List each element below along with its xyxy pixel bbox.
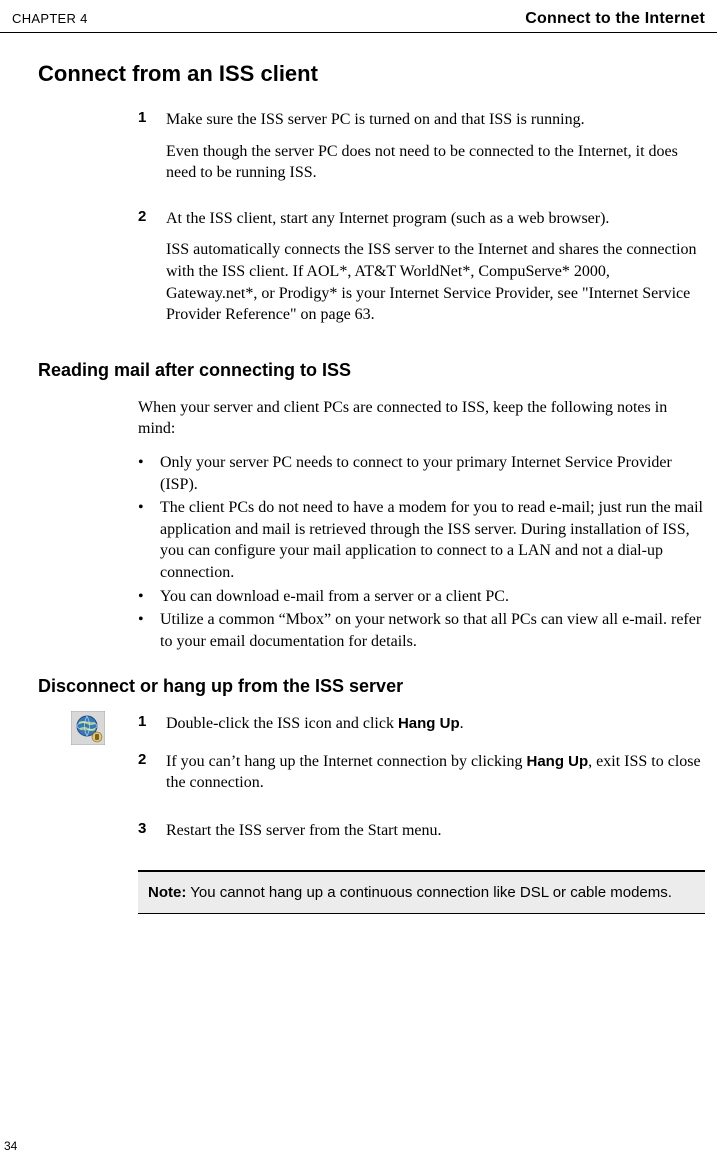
step-number: 2: [138, 208, 166, 336]
step-body: Restart the ISS server from the Start me…: [166, 820, 442, 852]
step-pre: If you can’t hang up the Internet connec…: [166, 753, 526, 770]
bullet-list: •Only your server PC needs to connect to…: [138, 452, 705, 652]
page-number: 34: [4, 1139, 17, 1153]
step-1: 1 Make sure the ISS server PC is turned …: [138, 109, 705, 194]
bullet-icon: •: [138, 497, 160, 583]
step-para: ISS automatically connects the ISS serve…: [166, 239, 705, 325]
step-body: At the ISS client, start any Internet pr…: [166, 208, 705, 336]
step-number: 2: [138, 751, 166, 804]
chapter-label: CHAPTER 4: [12, 11, 88, 26]
step-pre: Restart the ISS server from the Start me…: [166, 822, 442, 839]
bullet-text: The client PCs do not need to have a mod…: [160, 497, 705, 583]
step-lead: At the ISS client, start any Internet pr…: [166, 208, 705, 230]
step-body: If you can’t hang up the Internet connec…: [166, 751, 705, 804]
note-label: Note:: [148, 884, 186, 901]
step-with-icon: 1 Double-click the ISS icon and click Ha…: [38, 713, 705, 810]
section2-intro: When your server and client PCs are conn…: [138, 397, 705, 440]
section-heading-reading: Reading mail after connecting to ISS: [38, 360, 705, 381]
step-bold: Hang Up: [526, 753, 588, 770]
bullet-text: Utilize a common “Mbox” on your network …: [160, 609, 705, 652]
step-number: 1: [138, 109, 166, 194]
page-title: Connect to the Internet: [525, 10, 705, 28]
steps-connect: 1 Make sure the ISS server PC is turned …: [38, 109, 705, 336]
iss-globe-icon: [71, 711, 105, 745]
step-number: 3: [138, 820, 166, 852]
page-content: Connect from an ISS client 1 Make sure t…: [0, 61, 717, 914]
section-heading-connect: Connect from an ISS client: [38, 61, 705, 87]
bullet-icon: •: [138, 586, 160, 608]
step-post: .: [460, 715, 464, 732]
page-header: CHAPTER 4 Connect to the Internet: [0, 0, 717, 33]
note-box: Note: You cannot hang up a continuous co…: [138, 870, 705, 914]
list-item: •The client PCs do not need to have a mo…: [138, 497, 705, 583]
list-item: •You can download e-mail from a server o…: [138, 586, 705, 608]
bullet-text: Only your server PC needs to connect to …: [160, 452, 705, 495]
section-heading-disconnect: Disconnect or hang up from the ISS serve…: [38, 676, 705, 697]
icon-wrapper: [38, 713, 138, 810]
step-body: Double-click the ISS icon and click Hang…: [166, 713, 464, 745]
bullet-icon: •: [138, 609, 160, 652]
step-bold: Hang Up: [398, 715, 460, 732]
list-item: •Utilize a common “Mbox” on your network…: [138, 609, 705, 652]
note-text: You cannot hang up a continuous connecti…: [186, 884, 672, 901]
step-d2: 2 If you can’t hang up the Internet conn…: [138, 751, 705, 804]
step-body: Make sure the ISS server PC is turned on…: [166, 109, 705, 194]
bullet-text: You can download e-mail from a server or…: [160, 586, 509, 608]
step-2: 2 At the ISS client, start any Internet …: [138, 208, 705, 336]
step-para: Even though the server PC does not need …: [166, 141, 705, 184]
step-d3: 3 Restart the ISS server from the Start …: [138, 820, 705, 852]
steps-disconnect: 1 Double-click the ISS icon and click Ha…: [138, 713, 705, 810]
step-pre: Double-click the ISS icon and click: [166, 715, 398, 732]
step-number: 1: [138, 713, 166, 745]
bullet-icon: •: [138, 452, 160, 495]
step-lead: Make sure the ISS server PC is turned on…: [166, 109, 705, 131]
list-item: •Only your server PC needs to connect to…: [138, 452, 705, 495]
step-d1: 1 Double-click the ISS icon and click Ha…: [138, 713, 705, 745]
